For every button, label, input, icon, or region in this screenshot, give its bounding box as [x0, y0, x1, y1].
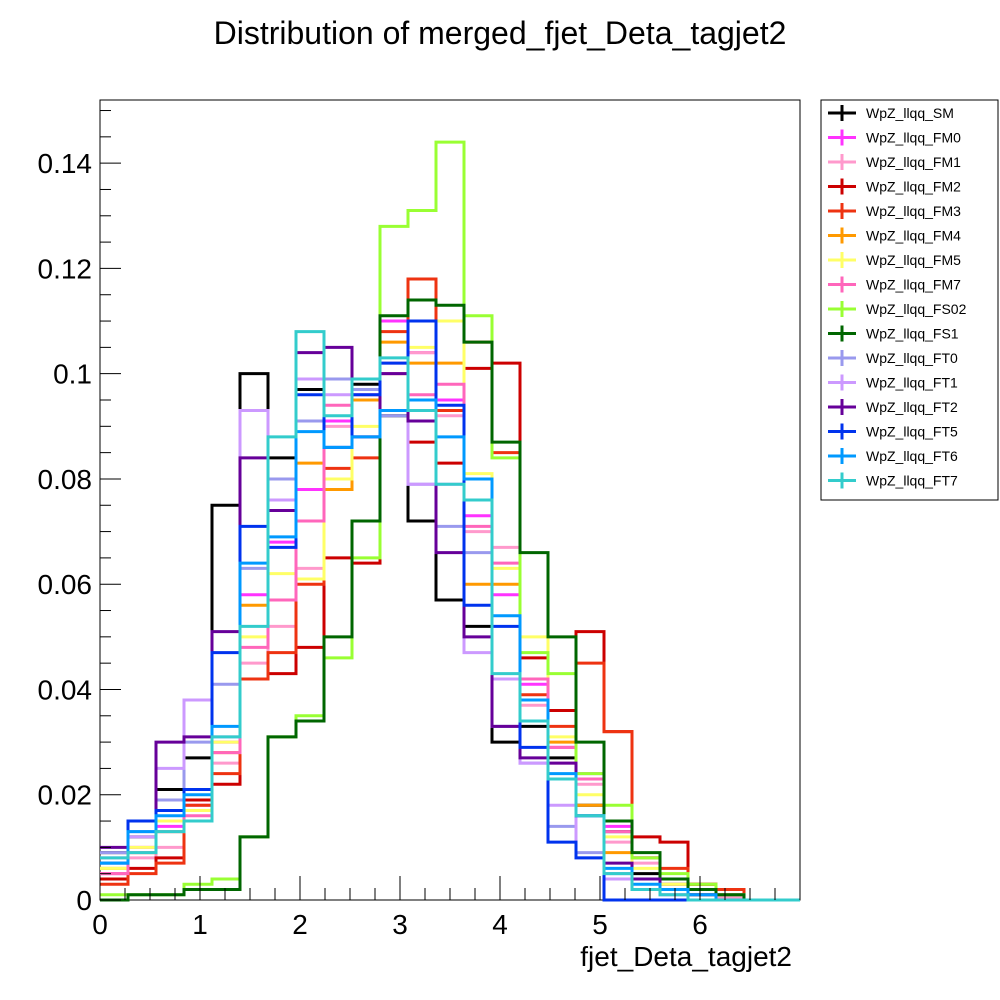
- legend-label: WpZ_llqq_FM2: [866, 179, 961, 195]
- legend-label: WpZ_llqq_FT1: [866, 375, 958, 391]
- y-tick-label: 0.02: [38, 780, 93, 811]
- y-tick-label: 0.14: [38, 148, 93, 179]
- legend-label: WpZ_llqq_FM5: [866, 252, 961, 268]
- x-tick-label: 5: [592, 909, 608, 940]
- legend-label: WpZ_llqq_FT5: [866, 424, 958, 440]
- legend-entry: WpZ_llqq_FT5: [828, 423, 958, 440]
- legend-label: WpZ_llqq_FT0: [866, 350, 958, 366]
- legend: WpZ_llqq_SM WpZ_llqq_FM0 WpZ_llqq_FM1 WpZ_l…: [820, 99, 999, 501]
- legend-entries: WpZ_llqq_SM WpZ_llqq_FM0 WpZ_llqq_FM1 WpZ_l…: [828, 105, 967, 489]
- x-tick-label: 4: [492, 909, 508, 940]
- y-tick-label: 0.12: [38, 253, 93, 284]
- x-axis-label: fjet_Deta_tagjet2: [580, 941, 792, 972]
- plot-area: 0 1 2 3 4 5 6 0 0.02 0.04 0.06 0.08 0.1 0.12 0.14: [38, 99, 801, 940]
- legend-entry: WpZ_llqq_FT1: [828, 374, 958, 391]
- series-layer: [100, 140, 800, 902]
- y-tick-label: 0.06: [38, 569, 93, 600]
- legend-label: WpZ_llqq_FM1: [866, 154, 961, 170]
- x-tick-label: 2: [292, 909, 308, 940]
- legend-label: WpZ_llqq_FS1: [866, 326, 959, 342]
- legend-entry: WpZ_llqq_FS02: [828, 301, 967, 317]
- series-line-wpz-llqq-fs1: [100, 298, 800, 902]
- legend-label: WpZ_llqq_FT2: [866, 399, 958, 415]
- x-tick-label: 3: [392, 909, 408, 940]
- y-tick-label: 0: [76, 885, 92, 916]
- series-line-wpz-llqq-ft2: [100, 345, 800, 902]
- x-tick-label: 6: [692, 909, 708, 940]
- legend-entry: WpZ_llqq_FM5: [828, 252, 961, 268]
- legend-entry: WpZ_llqq_FT7: [828, 472, 958, 489]
- legend-entry: WpZ_llqq_FM1: [828, 154, 961, 170]
- y-tick-label: 0.1: [53, 359, 92, 390]
- x-tick-label: 1: [192, 909, 208, 940]
- legend-entry: WpZ_llqq_FT6: [828, 448, 958, 464]
- series-line-wpz-llqq-ft7: [100, 330, 800, 902]
- legend-label: WpZ_llqq_FM0: [866, 130, 961, 146]
- plot-frame: [99, 99, 801, 901]
- x-tick-label: 0: [92, 909, 108, 940]
- y-tick-label: 0.08: [38, 464, 93, 495]
- legend-entry: WpZ_llqq_FM0: [828, 129, 961, 146]
- legend-frame: [820, 99, 999, 501]
- legend-label: WpZ_llqq_FS02: [866, 301, 967, 317]
- legend-entry: WpZ_llqq_FT0: [828, 350, 958, 366]
- legend-entry: WpZ_llqq_FT2: [828, 399, 958, 415]
- legend-label: WpZ_llqq_FT6: [866, 448, 958, 464]
- chart-title: Distribution of merged_fjet_Deta_tagjet2: [214, 15, 787, 51]
- legend-label: WpZ_llqq_FM7: [866, 277, 961, 293]
- axes-layer: 0 1 2 3 4 5 6 0 0.02 0.04 0.06 0.08 0.1 0.12 0.14: [38, 110, 801, 940]
- legend-label: WpZ_llqq_FM4: [866, 228, 961, 244]
- legend-entry: WpZ_llqq_FS1: [828, 325, 959, 342]
- legend-entry: WpZ_llqq_FM4: [828, 227, 961, 244]
- legend-label: WpZ_llqq_FM3: [866, 203, 961, 219]
- legend-label: WpZ_llqq_FT7: [866, 473, 958, 489]
- legend-label: WpZ_llqq_SM: [866, 105, 954, 121]
- y-tick-label: 0.04: [38, 674, 93, 705]
- legend-entry: WpZ_llqq_FM2: [828, 178, 961, 195]
- legend-entry: WpZ_llqq_SM: [828, 105, 954, 121]
- legend-entry: WpZ_llqq_FM7: [828, 276, 961, 293]
- legend-entry: WpZ_llqq_FM3: [828, 203, 961, 219]
